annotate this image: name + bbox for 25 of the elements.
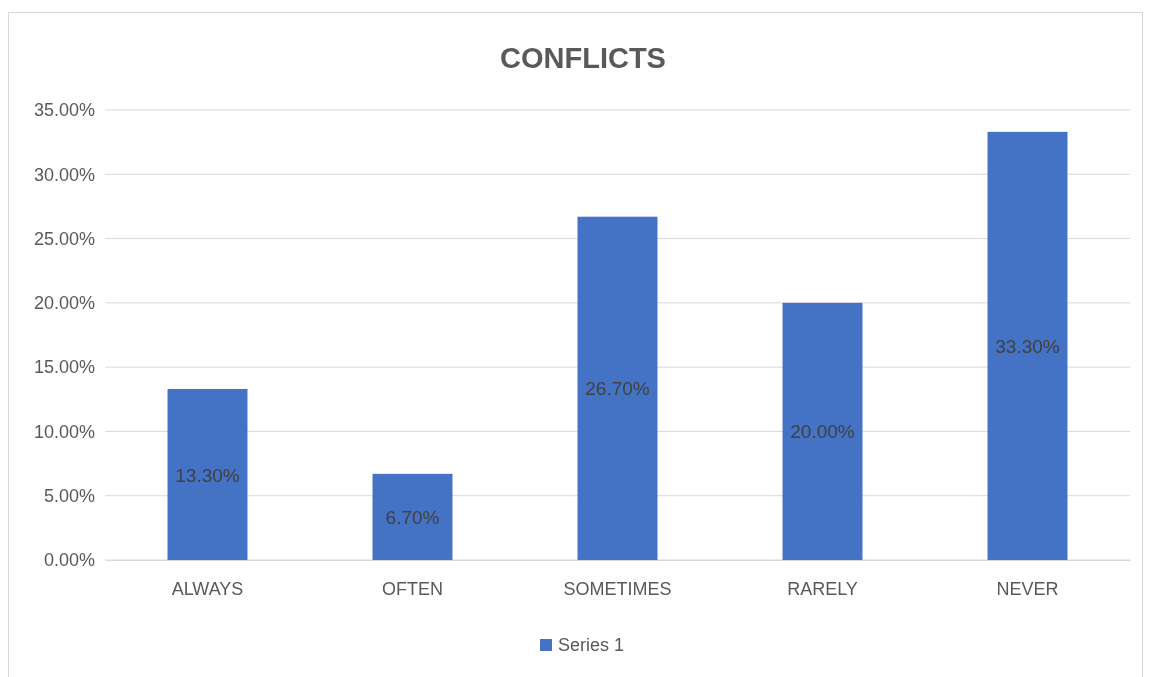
data-label: 6.70% (385, 506, 440, 528)
y-tick-label: 0.00% (43, 550, 95, 571)
bar (372, 473, 453, 560)
data-label: 26.70% (585, 378, 650, 400)
bar (167, 389, 248, 560)
x-tick-label: ALWAYS (171, 578, 244, 599)
data-label: 20.00% (790, 421, 855, 443)
bar (577, 216, 658, 560)
y-tick-label: 30.00% (33, 164, 95, 185)
x-tick-label: OFTEN (382, 578, 443, 599)
chart-title: CONFLICTS (500, 42, 666, 74)
data-label: 33.30% (995, 335, 1060, 357)
y-tick-label: 35.00% (33, 100, 95, 121)
x-tick-label: SOMETIMES (563, 578, 672, 599)
bar (782, 302, 863, 560)
x-tick-label: RARELY (787, 578, 858, 599)
y-tick-label: 20.00% (33, 293, 95, 314)
y-tick-label: 25.00% (33, 228, 95, 249)
legend-label: Series 1 (558, 635, 625, 655)
data-label: 13.30% (175, 464, 240, 486)
y-tick-label: 15.00% (33, 357, 95, 378)
x-tick-label: NEVER (996, 578, 1059, 599)
y-tick-label: 10.00% (33, 421, 95, 442)
y-tick-label: 5.00% (43, 485, 95, 506)
bar (987, 131, 1068, 560)
